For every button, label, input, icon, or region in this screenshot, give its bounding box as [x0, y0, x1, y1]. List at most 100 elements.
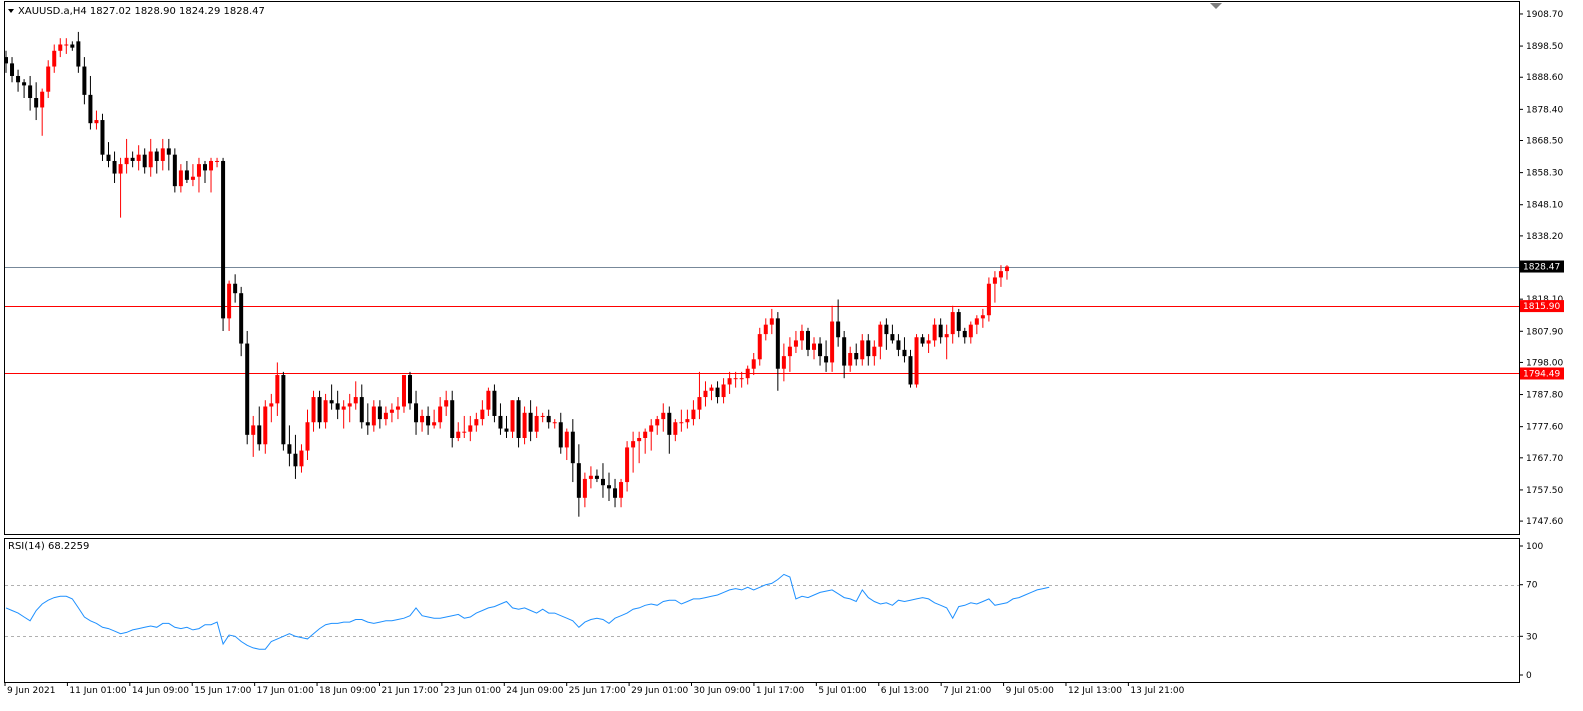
- candle-body: [371, 406, 376, 426]
- rsi-line: [5, 573, 1050, 650]
- candle: [58, 38, 63, 58]
- candle: [329, 384, 334, 410]
- candle-body: [805, 330, 810, 350]
- candle-body: [94, 120, 99, 124]
- candle-body: [299, 450, 304, 467]
- candle-body: [341, 406, 346, 410]
- candle: [269, 393, 274, 423]
- candle: [558, 412, 563, 454]
- candle-body: [854, 352, 859, 360]
- candle-body: [757, 334, 762, 360]
- candle-body: [209, 160, 214, 171]
- candle-body: [824, 356, 829, 363]
- candle-body: [938, 324, 943, 338]
- candle: [649, 419, 654, 451]
- candle-body: [534, 415, 539, 432]
- candle: [365, 403, 370, 435]
- chart-shift-marker-icon[interactable]: [1210, 3, 1222, 9]
- candle-body: [812, 343, 817, 350]
- candle-body: [136, 154, 141, 161]
- candle: [389, 403, 394, 423]
- price-levels: [5, 267, 1519, 374]
- candle: [986, 277, 991, 322]
- candle: [619, 478, 624, 508]
- candle: [124, 138, 129, 174]
- candle: [100, 113, 105, 161]
- candlestick-series: [4, 31, 1009, 517]
- candle-body: [239, 293, 244, 344]
- candle-body: [691, 409, 696, 420]
- candle-body: [631, 441, 636, 448]
- candle-body: [576, 463, 581, 498]
- candle-body: [540, 415, 545, 417]
- price-badge-label: 1828.47: [1523, 263, 1560, 273]
- candle-body: [926, 340, 931, 344]
- time-tick-label: 15 Jun 17:00: [194, 686, 251, 696]
- candle: [88, 75, 93, 130]
- candle-body: [215, 160, 220, 162]
- candle-body: [142, 154, 147, 168]
- symbol-menu-triangle-icon[interactable]: [8, 9, 14, 13]
- candle: [757, 327, 762, 366]
- candle: [196, 157, 201, 193]
- candle-body: [88, 94, 93, 124]
- candle-body: [148, 151, 153, 168]
- candle-body: [763, 324, 768, 335]
- candle-body: [317, 397, 322, 423]
- candle-body: [818, 343, 823, 357]
- candle-body: [401, 375, 406, 407]
- candle-body: [739, 378, 744, 380]
- time-tick-label: 18 Jun 09:00: [319, 686, 376, 696]
- candle-body: [830, 321, 835, 363]
- price-tick-label: 1878.40: [1526, 105, 1563, 115]
- price-tick-label: 1898.50: [1526, 42, 1563, 52]
- candle-body: [190, 176, 195, 180]
- candle: [456, 422, 461, 442]
- candle: [588, 466, 593, 489]
- candle: [395, 397, 400, 420]
- level-price-badge: [1520, 300, 1564, 313]
- candle-body: [100, 120, 105, 155]
- candle: [769, 308, 774, 335]
- candle-body: [480, 409, 485, 420]
- rsi-tick-label: 100: [1526, 542, 1543, 552]
- candle-body: [275, 375, 280, 404]
- candle-body: [974, 318, 979, 325]
- candle: [215, 157, 220, 168]
- candle-body: [643, 431, 648, 438]
- candle-body: [546, 415, 551, 423]
- candle: [227, 280, 232, 331]
- candle: [22, 79, 27, 99]
- candle-body: [365, 422, 370, 426]
- time-tick-label: 13 Jul 21:00: [1130, 686, 1184, 696]
- candle: [46, 60, 51, 99]
- candle-body: [685, 419, 690, 423]
- candle: [733, 371, 738, 388]
- candle: [432, 409, 437, 429]
- candle-body: [227, 283, 232, 319]
- candle-body: [426, 415, 431, 426]
- candle-body: [202, 164, 207, 171]
- candle-body: [594, 475, 599, 479]
- time-tick-label: 24 Jun 09:00: [506, 686, 563, 696]
- price-tick-label: 1747.60: [1526, 517, 1563, 527]
- candle-body: [751, 359, 756, 369]
- candle-body: [154, 151, 159, 161]
- candle: [40, 88, 45, 136]
- candle: [221, 157, 226, 331]
- candle: [570, 419, 575, 483]
- candle-body: [673, 422, 678, 435]
- candle: [251, 415, 256, 457]
- candle-body: [269, 403, 274, 407]
- candle-body: [998, 271, 1003, 278]
- price-tick-label: 1858.30: [1526, 169, 1563, 179]
- candle: [582, 472, 587, 508]
- time-tick-label: 9 Jul 05:00: [1006, 686, 1055, 696]
- candle-body: [40, 91, 45, 108]
- candle: [112, 151, 117, 184]
- candle-body: [311, 397, 316, 423]
- candle: [94, 110, 99, 130]
- price-tick-label: 1777.60: [1526, 423, 1563, 433]
